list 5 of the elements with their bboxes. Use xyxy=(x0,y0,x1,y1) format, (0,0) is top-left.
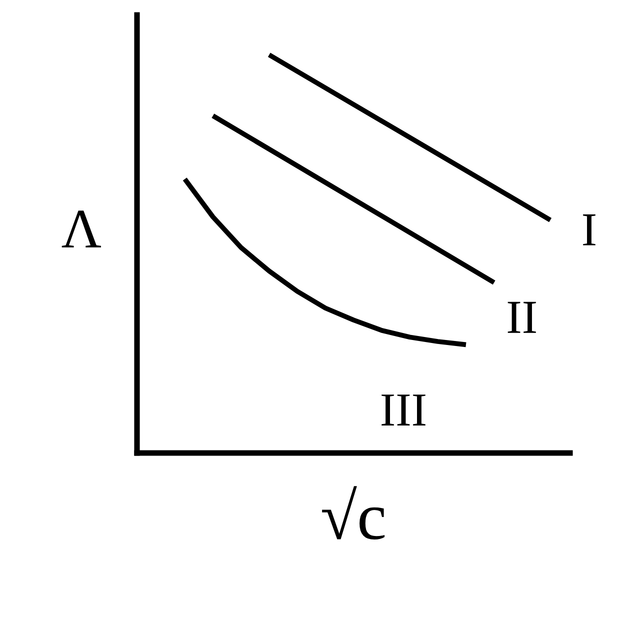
y-axis-title: Λ xyxy=(62,210,102,248)
x-axis-title: √c xyxy=(322,486,385,540)
series-label: III xyxy=(382,394,426,426)
series-label: I xyxy=(583,214,596,246)
series-label: II xyxy=(508,302,536,333)
